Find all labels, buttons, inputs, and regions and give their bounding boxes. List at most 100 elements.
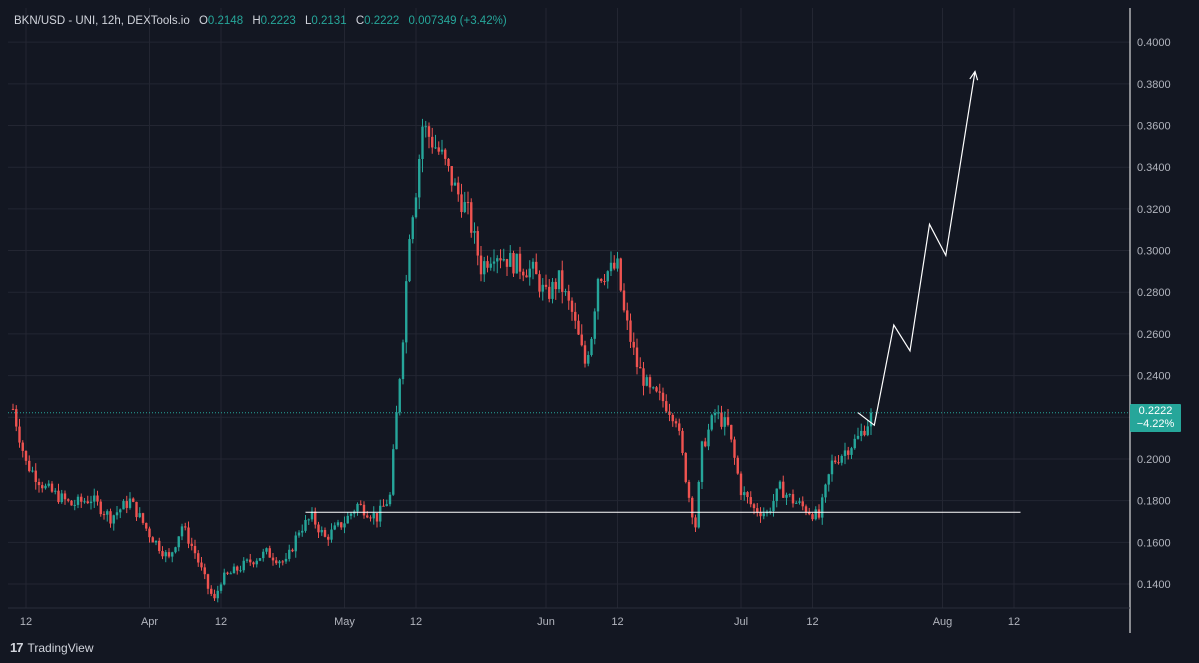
candle-body[interactable]	[216, 590, 219, 599]
candle-body[interactable]	[707, 429, 710, 447]
candle-body[interactable]	[115, 512, 119, 516]
candle-body[interactable]	[193, 545, 197, 554]
candle-body[interactable]	[626, 310, 629, 321]
candle-body[interactable]	[619, 258, 622, 291]
candle-body[interactable]	[271, 557, 275, 561]
candle-body[interactable]	[652, 387, 655, 389]
candle-body[interactable]	[138, 513, 141, 518]
candle-body[interactable]	[184, 526, 187, 528]
candle-body[interactable]	[242, 560, 245, 571]
projection-path[interactable]	[857, 71, 976, 427]
candle-body[interactable]	[418, 158, 421, 198]
candle-body[interactable]	[31, 470, 34, 472]
candle-body[interactable]	[379, 505, 382, 522]
candle-body[interactable]	[369, 517, 372, 519]
candle-body[interactable]	[713, 412, 717, 416]
candle-body[interactable]	[135, 501, 138, 518]
candle-body[interactable]	[450, 166, 453, 186]
candle-body[interactable]	[349, 513, 353, 516]
candle-body[interactable]	[827, 474, 830, 485]
candle-body[interactable]	[245, 559, 249, 561]
candle-body[interactable]	[814, 509, 817, 520]
candle-body[interactable]	[668, 411, 671, 415]
candle-body[interactable]	[782, 481, 785, 498]
candle-body[interactable]	[785, 494, 788, 498]
candle-body[interactable]	[50, 483, 54, 492]
candle-body[interactable]	[603, 281, 606, 283]
candle-body[interactable]	[141, 513, 145, 523]
candle-body[interactable]	[811, 514, 814, 520]
candle-body[interactable]	[21, 442, 24, 451]
candle-body[interactable]	[106, 511, 109, 515]
candle-body[interactable]	[161, 551, 164, 557]
candle-body[interactable]	[284, 558, 288, 562]
candle-body[interactable]	[590, 338, 593, 356]
candle-body[interactable]	[395, 412, 398, 450]
candle-body[interactable]	[223, 572, 226, 585]
candle-body[interactable]	[340, 522, 343, 528]
candle-body[interactable]	[499, 258, 502, 261]
candle-body[interactable]	[512, 252, 515, 274]
candle-body[interactable]	[463, 202, 466, 213]
candle-body[interactable]	[700, 441, 704, 482]
candle-body[interactable]	[736, 457, 739, 474]
candle-body[interactable]	[34, 470, 37, 482]
candle-body[interactable]	[219, 584, 223, 591]
candle-body[interactable]	[37, 481, 41, 486]
candle-body[interactable]	[67, 499, 70, 501]
candle-body[interactable]	[795, 502, 798, 504]
candle-body[interactable]	[587, 355, 590, 364]
candle-body[interactable]	[327, 536, 330, 540]
candle-body[interactable]	[15, 409, 18, 427]
candle-body[interactable]	[808, 512, 811, 515]
candle-body[interactable]	[687, 481, 691, 498]
candle-body[interactable]	[180, 526, 184, 537]
candle-body[interactable]	[190, 543, 193, 546]
candle-body[interactable]	[76, 496, 80, 505]
candle-body[interactable]	[93, 495, 96, 502]
candle-body[interactable]	[824, 484, 827, 498]
candle-body[interactable]	[492, 261, 496, 264]
candle-body[interactable]	[24, 450, 28, 461]
candle-body[interactable]	[177, 536, 180, 548]
candle-body[interactable]	[187, 527, 190, 544]
candle-body[interactable]	[314, 511, 317, 525]
candle-body[interactable]	[574, 311, 577, 321]
candle-body[interactable]	[743, 492, 746, 496]
candle-body[interactable]	[518, 253, 522, 272]
candle-body[interactable]	[203, 567, 206, 575]
candle-body[interactable]	[830, 460, 834, 475]
candle-body[interactable]	[444, 149, 447, 159]
candle-body[interactable]	[112, 515, 115, 524]
candle-body[interactable]	[847, 450, 850, 455]
candle-body[interactable]	[210, 588, 213, 594]
candle-body[interactable]	[119, 509, 122, 513]
candle-body[interactable]	[678, 423, 681, 431]
candle-body[interactable]	[671, 414, 674, 422]
candle-body[interactable]	[197, 553, 200, 563]
candle-body[interactable]	[856, 435, 860, 439]
candle-body[interactable]	[837, 462, 840, 464]
candle-body[interactable]	[739, 473, 743, 496]
candle-body[interactable]	[509, 252, 512, 267]
candle-body[interactable]	[206, 574, 210, 589]
candle-body[interactable]	[148, 528, 151, 538]
candle-body[interactable]	[447, 158, 450, 167]
candle-body[interactable]	[359, 503, 362, 505]
candle-body[interactable]	[502, 259, 505, 261]
candle-body[interactable]	[531, 261, 535, 269]
candle-body[interactable]	[275, 560, 278, 564]
candle-body[interactable]	[122, 501, 125, 510]
candle-body[interactable]	[609, 262, 613, 272]
candle-body[interactable]	[486, 261, 489, 268]
candle-body[interactable]	[96, 495, 99, 502]
candle-body[interactable]	[80, 496, 83, 502]
candle-body[interactable]	[694, 517, 697, 528]
candle-body[interactable]	[310, 511, 314, 520]
candle-body[interactable]	[382, 505, 385, 507]
candle-body[interactable]	[281, 561, 284, 563]
candle-body[interactable]	[109, 511, 112, 524]
candle-body[interactable]	[629, 320, 632, 342]
candle-body[interactable]	[479, 255, 483, 275]
candle-body[interactable]	[171, 552, 174, 557]
